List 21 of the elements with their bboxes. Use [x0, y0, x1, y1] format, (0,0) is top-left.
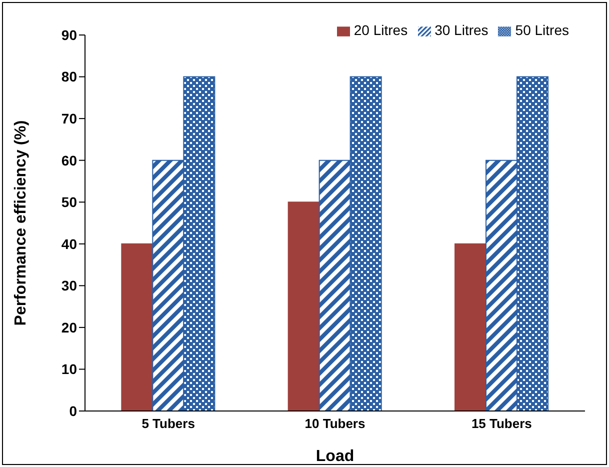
x-axis-title: Load [316, 448, 354, 465]
y-tick-label: 40 [61, 236, 78, 252]
y-tick-label: 70 [61, 110, 78, 127]
y-tick-label: 50 [61, 194, 78, 210]
y-tick-label: 30 [61, 278, 78, 294]
x-tick-label: 5 Tubers [142, 416, 195, 432]
bar [454, 243, 486, 411]
x-tick-label: 10 Tubers [304, 416, 366, 432]
legend-label: 30 Litres [434, 22, 488, 38]
y-tick-label: 0 [69, 402, 78, 419]
legend-label: 50 Litres [515, 22, 569, 38]
y-axis-title: Performance efficiency (%) [12, 120, 30, 326]
legend-label: 20 Litres [354, 22, 408, 38]
y-tick-label: 20 [61, 319, 78, 336]
bar [121, 243, 154, 411]
y-tick-label: 80 [61, 68, 78, 85]
bar [288, 202, 320, 411]
y-tick-label: 10 [61, 361, 78, 378]
x-tick-label: 15 Tubers [471, 416, 532, 432]
y-tick-label: 60 [61, 152, 78, 168]
y-tick-label: 90 [61, 26, 78, 43]
